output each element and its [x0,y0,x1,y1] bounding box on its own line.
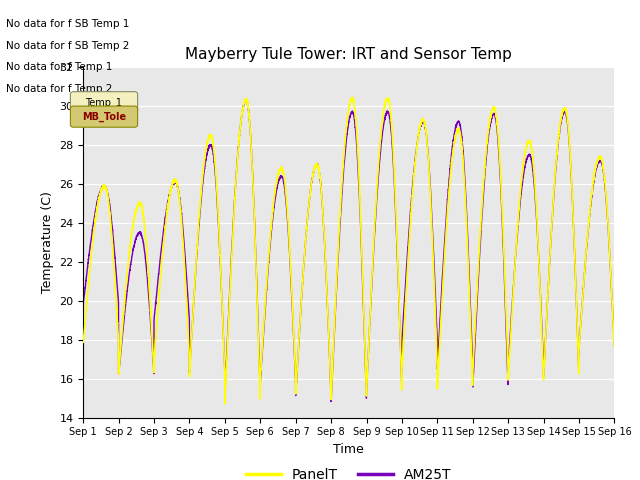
Text: MB_Tole: MB_Tole [82,111,126,122]
Text: No data for f SB Temp 2: No data for f SB Temp 2 [6,41,130,51]
X-axis label: Time: Time [333,443,364,456]
Text: Temp_1: Temp_1 [86,97,122,108]
Y-axis label: Temperature (C): Temperature (C) [41,192,54,293]
Text: No data for f Temp 1: No data for f Temp 1 [6,62,113,72]
Legend: PanelT, AM25T: PanelT, AM25T [240,463,458,480]
Text: No data for f SB Temp 1: No data for f SB Temp 1 [6,19,130,29]
Title: Mayberry Tule Tower: IRT and Sensor Temp: Mayberry Tule Tower: IRT and Sensor Temp [186,47,512,62]
Text: No data for f Temp 2: No data for f Temp 2 [6,84,113,94]
